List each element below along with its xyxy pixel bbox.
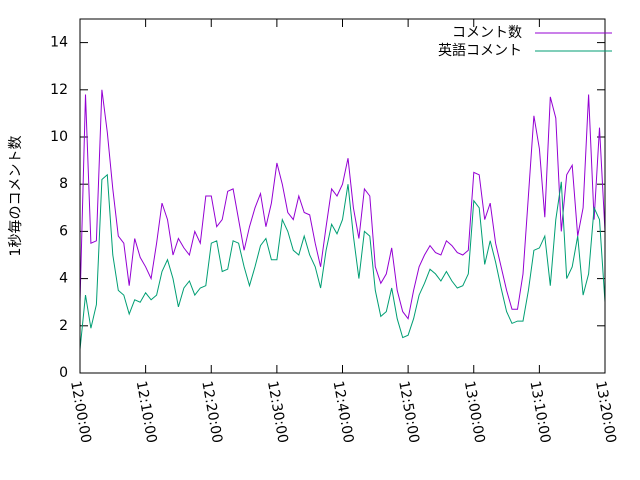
data-line [79, 173, 606, 350]
y-tick-label: 8 [59, 176, 68, 192]
y-axis-label: 1秒毎のコメント数 [8, 136, 24, 257]
y-tick-label: 12 [50, 82, 68, 98]
y-tick-label: 4 [59, 271, 68, 287]
y-tick-label: 0 [59, 365, 68, 381]
legend-label: コメント数 [452, 25, 522, 41]
legend-label: 英語コメント [438, 42, 522, 59]
y-tick-label: 14 [50, 35, 68, 51]
y-tick-label: 10 [50, 129, 68, 145]
y-tick-label: 2 [59, 318, 68, 334]
y-tick-label: 6 [59, 223, 68, 239]
data-line [79, 89, 606, 320]
plot-border [79, 18, 606, 374]
